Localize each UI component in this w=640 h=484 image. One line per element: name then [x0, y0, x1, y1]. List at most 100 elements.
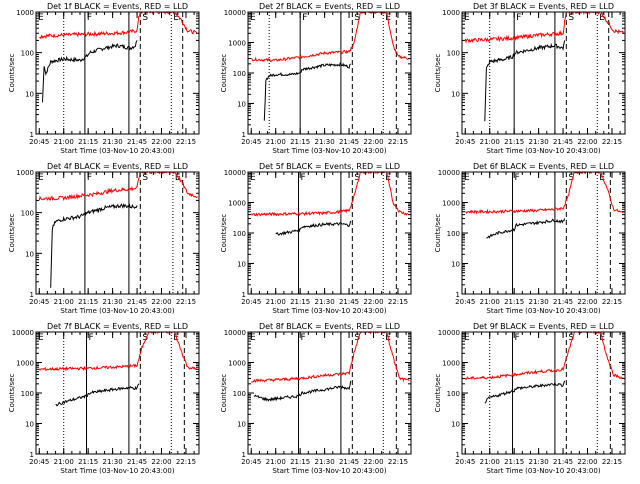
- x-tick-label: 20:45: [455, 298, 475, 306]
- x-tick-label: 21:15: [78, 138, 98, 146]
- series-line-lld: [250, 12, 410, 63]
- phase-marker-label: E: [599, 173, 605, 183]
- x-tick-label: 22:00: [363, 458, 383, 466]
- y-tick-label: 1000: [16, 9, 34, 17]
- x-tick-label: 21:15: [78, 298, 98, 306]
- y-axis-label: Counts/sec: [434, 54, 442, 93]
- x-tick-label: 20:45: [455, 138, 475, 146]
- y-tick-label: 1: [456, 291, 460, 299]
- y-axis-label: Counts/sec: [220, 374, 228, 413]
- x-tick-label: 21:00: [480, 298, 500, 306]
- y-tick-label: 10: [237, 101, 246, 109]
- plot-frame: [247, 11, 412, 135]
- phase-marker-label: S: [354, 333, 360, 343]
- plot-frame: [35, 11, 200, 135]
- x-tick-label: 21:30: [103, 298, 123, 306]
- y-tick-label: 10: [237, 421, 246, 429]
- x-tick-label: 21:45: [127, 298, 147, 306]
- x-tick-label: 21:45: [127, 458, 147, 466]
- series-line-events: [254, 380, 352, 402]
- x-tick-label: 21:30: [103, 458, 123, 466]
- x-tick-label: 21:00: [480, 138, 500, 146]
- series-line-events: [55, 383, 140, 407]
- series-line-lld: [38, 172, 198, 202]
- x-axis-label: Start Time (03-Nov-10 20:43:00): [60, 147, 174, 155]
- panel-title: Det 1f BLACK = Events, RED = LLD: [47, 2, 188, 11]
- panel-title: Det 6f BLACK = Events, RED = LLD: [473, 162, 614, 171]
- panel-title: Det 7f BLACK = Events, RED = LLD: [47, 322, 188, 331]
- plot-frame: [35, 171, 200, 295]
- y-tick-label: 10: [451, 90, 460, 98]
- x-tick-label: 21:15: [290, 138, 310, 146]
- y-tick-label: 100: [21, 390, 34, 398]
- y-tick-label: 1000: [228, 360, 246, 368]
- plot-frame: [35, 331, 200, 455]
- y-tick-label: 1000: [442, 360, 460, 368]
- x-tick-label: 21:30: [315, 458, 335, 466]
- y-axis-label: Counts/sec: [434, 374, 442, 413]
- x-axis-label: Start Time (03-Nov-10 20:43:00): [60, 467, 174, 475]
- panel-title: Det 3f BLACK = Events, RED = LLD: [473, 2, 614, 11]
- series-line-events: [50, 202, 138, 288]
- y-tick-label: 10: [451, 261, 460, 269]
- y-tick-label: 10: [25, 90, 34, 98]
- x-tick-label: 22:15: [176, 298, 196, 306]
- x-tick-label: 22:15: [602, 458, 622, 466]
- phase-marker-label: F: [89, 333, 94, 343]
- x-tick-label: 20:45: [29, 138, 49, 146]
- phase-marker-label: E: [38, 173, 44, 183]
- y-axis-label: Counts/sec: [220, 54, 228, 93]
- x-axis-label: Start Time (03-Nov-10 20:43:00): [486, 147, 600, 155]
- x-tick-label: 21:15: [290, 298, 310, 306]
- x-tick-label: 21:00: [266, 138, 286, 146]
- x-tick-label: 21:00: [480, 458, 500, 466]
- y-tick-label: 100: [447, 390, 460, 398]
- y-tick-label: 100: [447, 230, 460, 238]
- series-line-lld: [464, 12, 624, 44]
- phase-marker-label: F: [87, 173, 92, 183]
- x-tick-label: 21:00: [54, 458, 74, 466]
- x-tick-label: 22:00: [363, 138, 383, 146]
- x-tick-label: 22:00: [577, 458, 597, 466]
- x-tick-label: 20:45: [241, 458, 261, 466]
- x-tick-label: 21:15: [78, 458, 98, 466]
- y-tick-label: 100: [447, 50, 460, 58]
- x-tick-label: 20:45: [241, 298, 261, 306]
- x-tick-label: 21:30: [529, 138, 549, 146]
- y-axis-label: Counts/sec: [8, 374, 16, 413]
- x-tick-label: 20:45: [455, 458, 475, 466]
- y-tick-label: 100: [233, 230, 246, 238]
- x-tick-label: 22:15: [388, 138, 408, 146]
- x-tick-label: 22:00: [151, 138, 171, 146]
- y-tick-label: 1000: [228, 200, 246, 208]
- y-tick-label: 10: [451, 421, 460, 429]
- phase-marker-label: E: [599, 13, 605, 23]
- y-tick-label: 1: [456, 131, 460, 139]
- x-axis-label: Start Time (03-Nov-10 20:43:00): [60, 307, 174, 315]
- x-tick-label: 21:30: [103, 138, 123, 146]
- y-tick-label: 1000: [442, 9, 460, 17]
- phase-marker-label: F: [301, 173, 306, 183]
- y-axis-label: Counts/sec: [434, 214, 442, 253]
- phase-marker-label: E: [464, 13, 470, 23]
- phase-marker-label: F: [515, 173, 520, 183]
- series-line-lld: [250, 172, 410, 217]
- series-line-events: [484, 380, 566, 404]
- x-tick-label: 20:45: [241, 138, 261, 146]
- panel-title: Det 2f BLACK = Events, RED = LLD: [259, 2, 400, 11]
- x-axis-label: Start Time (03-Nov-10 20:43:00): [272, 147, 386, 155]
- plot-frame: [461, 331, 626, 455]
- y-tick-label: 10000: [224, 169, 246, 177]
- phase-marker-label: F: [301, 333, 306, 343]
- phase-marker-label: F: [302, 13, 307, 23]
- x-tick-label: 21:00: [266, 298, 286, 306]
- phase-marker-label: E: [38, 13, 44, 23]
- x-tick-label: 21:15: [290, 458, 310, 466]
- x-tick-label: 20:45: [29, 458, 49, 466]
- y-tick-label: 10000: [438, 329, 460, 337]
